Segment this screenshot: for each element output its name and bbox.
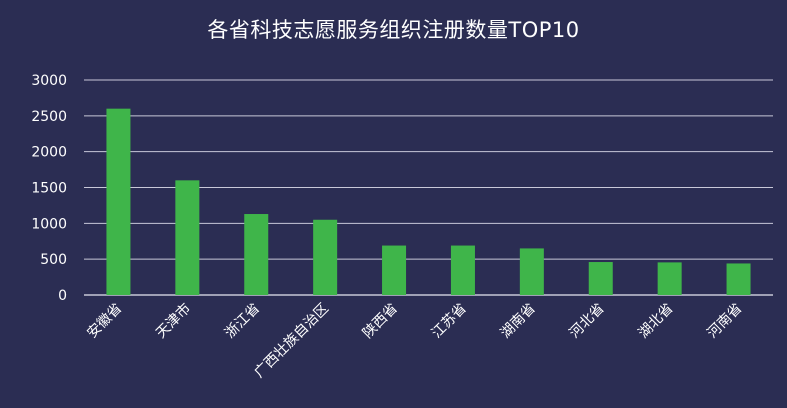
y-tick-label: 1000 [31, 216, 67, 232]
bar [657, 262, 682, 295]
bar [519, 248, 544, 295]
x-tick-label: 湖北省 [635, 301, 676, 342]
bar [450, 245, 475, 295]
y-tick-label: 0 [58, 288, 67, 304]
chart-title: 各省科技志愿服务组织注册数量TOP10 [207, 18, 580, 42]
x-tick-label: 广西壮族自治区 [251, 301, 332, 382]
bar [726, 263, 751, 295]
x-tick-label: 河南省 [704, 301, 745, 342]
y-tick-label: 3000 [31, 73, 67, 89]
bar [244, 214, 269, 295]
x-tick-label: 河北省 [567, 301, 608, 342]
x-tick-label: 安徽省 [84, 301, 125, 342]
x-tick-label: 浙江省 [222, 301, 263, 342]
y-tick-label: 2500 [31, 109, 67, 125]
y-tick-label: 2000 [31, 145, 67, 161]
bar [382, 245, 407, 295]
x-tick-label: 天津市 [152, 300, 194, 342]
y-tick-label: 1500 [31, 181, 67, 197]
x-tick-label: 湖南省 [498, 301, 539, 342]
bar [175, 180, 200, 295]
bar [106, 108, 131, 296]
bar [588, 262, 613, 295]
x-tick-label: 陕西省 [360, 301, 401, 342]
y-tick-label: 500 [40, 252, 67, 268]
x-tick-label: 江苏省 [429, 301, 470, 342]
bar [313, 219, 338, 295]
